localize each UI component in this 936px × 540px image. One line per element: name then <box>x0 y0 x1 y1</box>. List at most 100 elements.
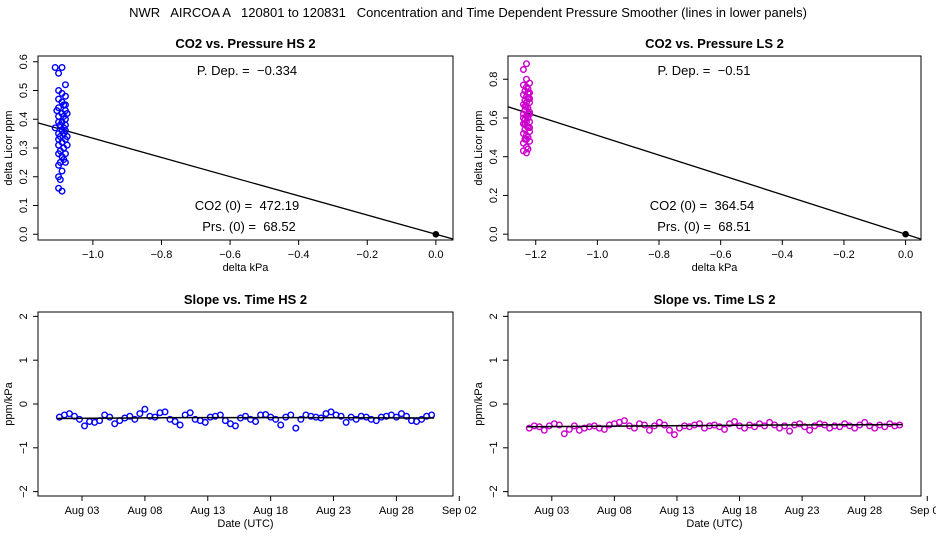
p3-data-point <box>81 422 89 430</box>
p1-y-tick-label: 0.2 <box>18 169 30 184</box>
p4-data-point <box>695 420 703 428</box>
p2-data-point <box>524 89 532 97</box>
p3-data-point <box>176 421 184 429</box>
p4-data-point <box>731 418 739 426</box>
p3-x-tick-label: Aug 28 <box>379 505 414 517</box>
p1-data-point <box>63 132 71 140</box>
p1-data-point <box>53 107 61 115</box>
p2-x-tick-label: −1.0 <box>587 249 609 261</box>
p3-smoother-line <box>56 416 435 420</box>
p1-data-point <box>60 124 68 132</box>
p2-annotation-p-dep: P. Dep. = −0.51 <box>658 63 751 78</box>
p1-data-point <box>55 161 63 169</box>
p4-y-tick-label: 0 <box>488 401 500 407</box>
p3-data-point <box>186 409 194 417</box>
p2-x-tick-label: −1.2 <box>525 249 547 261</box>
p2-data-point <box>522 149 530 157</box>
p2-panel-title: CO2 vs. Pressure LS 2 <box>645 36 784 51</box>
p3-data-point <box>352 415 360 423</box>
p4-x-tick-label: Aug 08 <box>597 505 632 517</box>
p4-data-point <box>751 423 759 431</box>
p4-data-point <box>660 421 668 429</box>
p2-data-point <box>522 135 530 143</box>
p4-y-tick-label: −1 <box>488 442 500 455</box>
p1-y-tick-label: 0.1 <box>18 198 30 213</box>
p2-x-tick-label: −0.6 <box>710 249 732 261</box>
p4-data-point <box>540 426 548 434</box>
p4-data-point <box>806 426 814 434</box>
p1-data-point <box>58 187 66 195</box>
p1-fit-line <box>37 122 454 240</box>
p3-data-point <box>402 412 410 420</box>
p2-x-tick-label: 0.0 <box>898 249 913 261</box>
p1-y-tick-label: 0.0 <box>18 227 30 242</box>
p4-y-tick-label: 2 <box>488 313 500 319</box>
p3-data-point <box>327 408 335 416</box>
p4-smoother-line <box>526 423 903 428</box>
p2-data-point <box>522 60 530 68</box>
p3-data-point <box>106 413 114 421</box>
p4-x-axis-label: Date (UTC) <box>686 518 742 530</box>
p2-plot-frame <box>507 55 922 241</box>
p2-annotation-co2-0: CO2 (0) = 364.54 <box>650 198 754 213</box>
p1-y-tick-label: 0.5 <box>18 83 30 98</box>
p3-x-tick-label: Aug 23 <box>316 505 351 517</box>
p1-y-tick-label: 0.3 <box>18 140 30 155</box>
p3-x-tick-label: Aug 18 <box>253 505 288 517</box>
p4-data-point <box>781 422 789 430</box>
p2-origin-point <box>902 230 909 238</box>
p1-origin-point <box>432 230 440 238</box>
p2-x-axis-label: delta kPa <box>692 262 739 274</box>
p1-data-point <box>61 158 69 166</box>
p2-y-axis-label: delta Licor ppm <box>473 110 485 185</box>
p3-data-point <box>241 412 249 420</box>
p2-x-tick-label: −0.4 <box>771 249 793 261</box>
p3-y-axis-label: ppm/kPa <box>3 381 15 425</box>
p4-data-point <box>796 420 804 428</box>
p4-x-tick-label: Aug 03 <box>534 505 569 517</box>
p3-data-point <box>131 415 139 423</box>
p4-data-point <box>801 423 809 431</box>
p3-x-tick-label: Aug 08 <box>127 505 162 517</box>
p3-data-point <box>277 421 285 429</box>
p2-data-point <box>521 102 529 110</box>
p4-x-tick-label: Aug 13 <box>660 505 695 517</box>
p1-x-tick-label: −0.6 <box>219 249 241 261</box>
p3-y-tick-label: 0 <box>18 401 30 407</box>
p3-data-point <box>126 412 134 420</box>
p2-y-tick-label: 0.2 <box>488 188 500 203</box>
p4-data-point <box>761 422 769 430</box>
p4-data-point <box>836 423 844 431</box>
p2-x-tick-label: −0.8 <box>648 249 670 261</box>
p4-y-tick-label: −2 <box>488 485 500 498</box>
p4-data-point <box>640 421 648 429</box>
p4-data-point <box>555 421 563 429</box>
p1-x-tick-label: −0.2 <box>356 249 378 261</box>
p1-data-point <box>61 81 69 89</box>
p4-x-tick-label: Aug 18 <box>722 505 757 517</box>
p2-annotation-prs-0: Prs. (0) = 68.51 <box>657 219 751 234</box>
p2-data-point <box>519 66 527 74</box>
p2-y-tick-label: 0.4 <box>488 149 500 164</box>
p3-x-axis-label: Date (UTC) <box>217 518 273 530</box>
p3-y-tick-label: 2 <box>18 313 30 319</box>
p1-data-point <box>56 176 64 184</box>
p1-x-tick-label: −0.8 <box>151 249 173 261</box>
p3-x-tick-label: Aug 03 <box>65 505 100 517</box>
p4-data-point <box>670 431 678 439</box>
p3-data-point <box>342 418 350 426</box>
p2-data-point <box>521 120 529 128</box>
p1-panel-title: CO2 vs. Pressure HS 2 <box>175 36 315 51</box>
p4-data-point <box>665 426 673 434</box>
p1-data-point <box>58 167 66 175</box>
p1-annotation-p-dep: P. Dep. = −0.334 <box>197 63 297 78</box>
p4-data-point <box>620 417 628 425</box>
p3-x-tick-label: Sep 02 <box>442 505 477 517</box>
p1-x-tick-label: −1.0 <box>82 249 104 261</box>
p1-data-point <box>63 109 71 117</box>
p3-data-point <box>161 408 169 416</box>
p3-y-tick-label: −1 <box>18 442 30 455</box>
p1-y-axis-label: delta Licor ppm <box>3 110 15 185</box>
p4-x-tick-label: Aug 23 <box>785 505 820 517</box>
p1-y-tick-label: 0.4 <box>18 112 30 127</box>
